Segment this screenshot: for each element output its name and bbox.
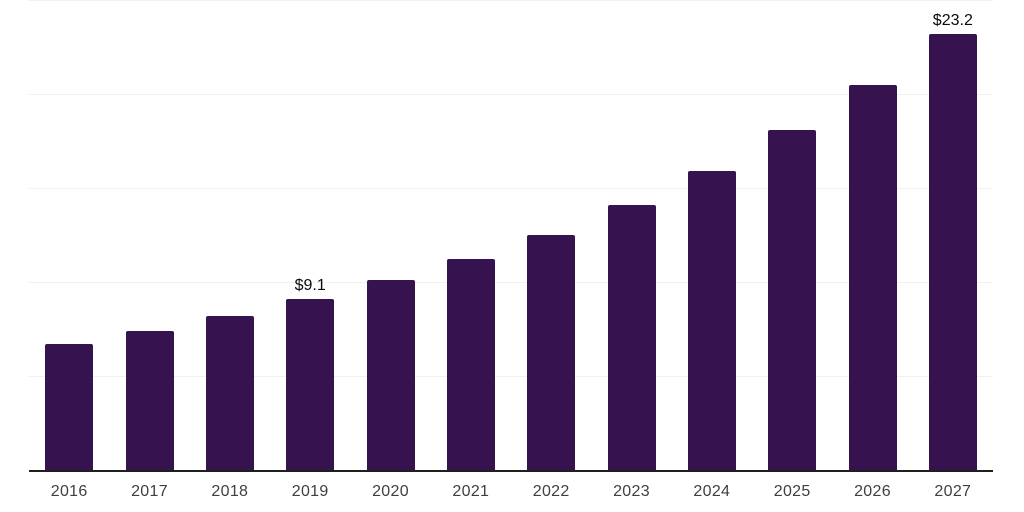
x-tick-label-2018: 2018	[211, 483, 249, 500]
x-tick-label-2021: 2021	[452, 483, 490, 500]
x-axis-line	[29, 470, 993, 472]
bar-2020	[366, 280, 415, 470]
bar-2021	[446, 259, 495, 470]
bar-2027	[928, 33, 977, 470]
x-tick-label-2022: 2022	[532, 483, 570, 500]
bar-2018	[205, 315, 254, 470]
bar-2024	[687, 171, 736, 470]
gridline-25	[29, 0, 993, 1]
x-tick-label-2023: 2023	[613, 483, 650, 500]
plot-area: $9.1 $23.2	[29, 0, 993, 470]
x-tick-label-2017: 2017	[131, 483, 168, 500]
bar-2023	[607, 204, 656, 470]
bar-value-label-2027: $23.2	[932, 11, 973, 29]
gridline-20	[29, 94, 993, 95]
gridline-15	[29, 188, 993, 189]
bar-value-label-2019: $9.1	[294, 276, 326, 294]
x-tick-label-2026: 2026	[854, 483, 891, 500]
bar-2017	[125, 330, 174, 470]
gridline-10	[29, 282, 993, 283]
bar-2019	[286, 298, 335, 470]
x-axis-labels: 2016 2017 2018 2019 2020 2021 2022 2023 2024 2025…	[29, 482, 993, 506]
gridline-5	[29, 376, 993, 377]
bar-2016	[45, 344, 94, 470]
x-tick-label-2016: 2016	[50, 483, 88, 500]
x-tick-label-2024: 2024	[693, 483, 731, 500]
x-tick-label-2020: 2020	[372, 483, 409, 500]
x-tick-label-2025: 2025	[773, 483, 811, 500]
bar-2025	[768, 129, 817, 470]
bar-2022	[527, 235, 576, 470]
x-tick-label-2027: 2027	[934, 483, 972, 500]
bar-2026	[848, 84, 897, 470]
x-tick-label-2019: 2019	[291, 483, 329, 500]
